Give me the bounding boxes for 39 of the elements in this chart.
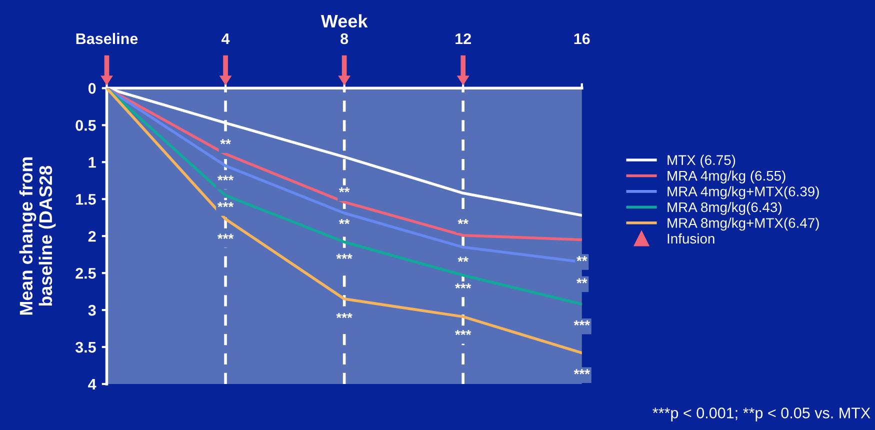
x-axis-title: Week <box>320 14 368 28</box>
legend-label: MRA 8mg/kg+MTX(6.47) <box>668 218 819 231</box>
y-tick-label: 4 <box>88 379 96 390</box>
x-tick-label: Baseline <box>76 32 138 44</box>
legend-label: MTX (6.75) <box>668 154 736 168</box>
annotation: *** <box>455 330 472 336</box>
annotation: ** <box>458 219 468 224</box>
annotation: ** <box>338 187 350 192</box>
annotation: *** <box>336 254 352 259</box>
annotation: *** <box>574 320 590 326</box>
annotation: *** <box>455 283 472 289</box>
y-tick-label: 1 <box>88 157 96 168</box>
y-axis-title: Mean change from baseline (DAS28 <box>19 157 56 315</box>
annotation: *** <box>217 175 234 181</box>
legend-label: MRA 4mg/kg (6.55) <box>668 170 786 184</box>
annotation: ** <box>220 139 231 144</box>
annotation: ** <box>576 278 588 284</box>
annotation: *** <box>217 234 234 239</box>
text: Infusion <box>668 233 714 244</box>
x-tick-label: 16 <box>574 33 590 44</box>
annotation: ** <box>338 219 350 224</box>
x-tick-label: 8 <box>340 33 348 44</box>
annotation: ** <box>576 256 588 262</box>
annotation: *** <box>336 312 352 318</box>
y-tick-label: 2.5 <box>76 268 96 279</box>
x-tick-label: 12 <box>456 33 471 44</box>
annotation: *** <box>217 202 234 208</box>
y-tick-label: 3 <box>88 304 96 316</box>
annotation: *** <box>574 369 590 374</box>
x-tick-label: 4 <box>222 33 230 44</box>
legend-label: MRA 4mg/kg+MTX(6.39) <box>668 186 819 200</box>
annotation: ** <box>458 256 468 262</box>
y-tick-label: 2 <box>88 230 96 242</box>
y-tick-label: 3.5 <box>75 342 96 353</box>
y-tick-label: 0.5 <box>76 120 96 131</box>
y-tick-label: 1.5 <box>76 194 96 205</box>
text: ***p < 0.001; **p < 0.05 vs. MTX <box>652 408 870 422</box>
legend-label: MRA 8mg/kg(6.43) <box>668 202 782 215</box>
y-tick-label: 0 <box>88 83 96 94</box>
